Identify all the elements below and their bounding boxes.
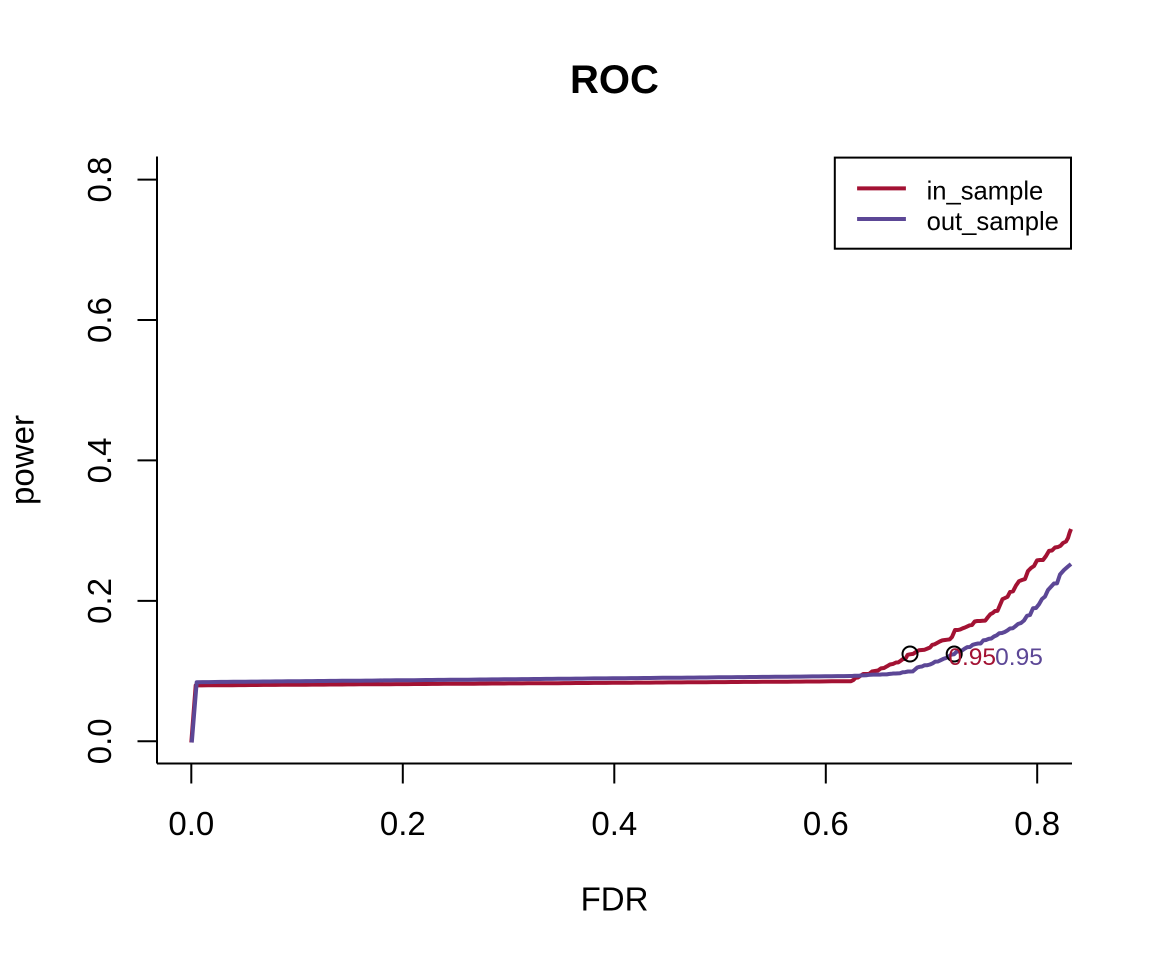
svg-text:0.0: 0.0 (168, 805, 214, 842)
svg-text:0.8: 0.8 (1014, 805, 1060, 842)
svg-text:0.8: 0.8 (81, 157, 118, 203)
svg-text:0.2: 0.2 (81, 578, 118, 624)
svg-text:in_sample: in_sample (927, 177, 1044, 205)
svg-text:0.95: 0.95 (995, 644, 1043, 671)
svg-text:0.6: 0.6 (81, 297, 118, 343)
svg-text:power: power (4, 415, 41, 505)
svg-text:0.6: 0.6 (803, 805, 849, 842)
svg-text:0.4: 0.4 (591, 805, 637, 842)
svg-text:ROC: ROC (570, 58, 659, 102)
svg-text:FDR: FDR (581, 881, 649, 918)
svg-text:0.95: 0.95 (948, 644, 996, 671)
svg-text:0.4: 0.4 (81, 437, 118, 483)
svg-text:0.2: 0.2 (380, 805, 426, 842)
svg-text:0.0: 0.0 (81, 718, 118, 764)
svg-text:out_sample: out_sample (927, 208, 1059, 236)
